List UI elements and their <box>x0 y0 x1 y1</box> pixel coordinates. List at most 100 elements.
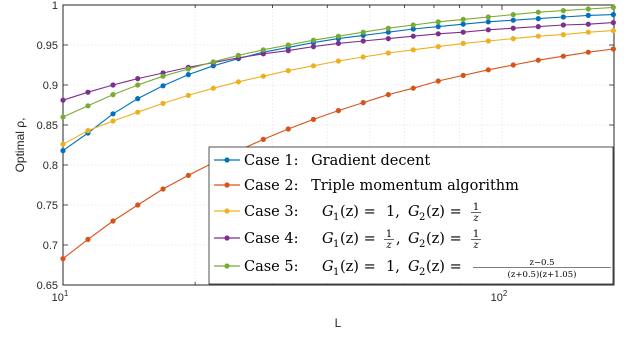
data-point-case-3 <box>335 58 341 64</box>
series-case-2 <box>60 46 616 262</box>
legend-frac-den-case-3: z <box>472 213 479 224</box>
y-tick-label: 0.7 <box>43 240 58 252</box>
data-point-case-2 <box>85 236 91 242</box>
data-point-case-5 <box>410 22 416 28</box>
data-point-case-2 <box>260 136 266 142</box>
data-point-case-5 <box>485 14 491 20</box>
legend-g1sub-case-4: 1 <box>333 239 339 250</box>
data-point-case-2 <box>135 202 141 208</box>
series <box>60 4 616 262</box>
data-point-case-5 <box>460 16 466 22</box>
data-point-case-3 <box>285 68 291 74</box>
data-point-case-1 <box>185 72 191 78</box>
data-point-case-5 <box>360 29 366 35</box>
data-point-case-3 <box>310 63 317 69</box>
data-point-case-3 <box>560 31 566 38</box>
legend-g1val-case-5: 1, <box>386 259 400 275</box>
y-tick-label: 0.9 <box>43 80 58 92</box>
data-point-case-2 <box>185 172 191 178</box>
legend-marker-case-4 <box>224 235 230 241</box>
legend-entry-case-1: Case 1: Gradient decent <box>214 153 430 169</box>
data-point-case-4 <box>435 31 441 37</box>
legend-g1-frac-num-case-4: 1 <box>386 229 392 240</box>
data-point-case-4 <box>485 27 491 33</box>
data-point-case-1 <box>535 16 541 22</box>
data-point-case-3 <box>160 100 166 106</box>
data-point-case-3 <box>85 128 91 134</box>
data-point-case-5 <box>610 4 616 10</box>
data-point-case-5 <box>310 37 317 43</box>
y-tick-label: 0.8 <box>43 160 58 172</box>
y-tick-label: 0.65 <box>37 280 58 292</box>
y-axis-label: Optimal ρ, <box>13 118 27 173</box>
data-point-case-2 <box>460 72 466 78</box>
legend-marker-case-2 <box>224 182 230 188</box>
data-point-case-4 <box>460 29 466 35</box>
series-case-4 <box>60 20 616 103</box>
y-tick-label: 0.95 <box>37 40 58 52</box>
data-point-case-2 <box>510 62 516 68</box>
data-point-case-3 <box>360 54 366 60</box>
data-point-case-4 <box>135 76 141 82</box>
legend-prefix-case-2: Case 2: <box>244 178 298 194</box>
legend-g2-case-5: G <box>408 259 420 275</box>
x-tick-label-exponent: 2 <box>503 289 508 298</box>
data-point-case-4 <box>110 82 116 88</box>
data-point-case-3 <box>585 29 591 35</box>
data-point-case-4 <box>310 44 317 50</box>
legend-g2-case-3: G <box>408 204 420 220</box>
legend-g1-case-3: G <box>322 204 334 220</box>
data-point-case-5 <box>535 9 541 15</box>
data-point-case-3 <box>410 47 416 53</box>
legend-label-case-2: Case 2: Triple momentum algorithm <box>244 178 519 194</box>
legend-g2sub-case-4: 2 <box>419 239 425 250</box>
data-point-case-5 <box>385 25 391 31</box>
legend-g2arg-case-5: (z) = <box>426 259 462 275</box>
legend-g2sub-case-3: 2 <box>419 212 425 223</box>
data-point-case-2 <box>535 57 541 63</box>
legend-text-case-1: Gradient decent <box>311 153 430 169</box>
data-point-case-4 <box>610 20 616 26</box>
data-point-case-2 <box>60 256 66 262</box>
x-tick-label-base: 10 <box>52 292 64 304</box>
data-point-case-3 <box>510 36 516 42</box>
data-point-case-5 <box>160 73 166 79</box>
legend-prefix-case-4: Case 4: <box>244 231 298 247</box>
data-point-case-2 <box>360 100 366 106</box>
data-point-case-5 <box>135 82 141 88</box>
data-point-case-4 <box>360 38 366 44</box>
data-point-case-4 <box>510 25 516 31</box>
data-point-case-3 <box>610 28 616 34</box>
legend-g1sub-case-5: 1 <box>333 267 339 278</box>
x-tick-label: 102 <box>491 289 508 304</box>
legend-entry-case-2: Case 2: Triple momentum algorithm <box>214 178 519 194</box>
data-point-case-1 <box>385 29 391 35</box>
legend-box <box>208 146 614 285</box>
data-point-case-5 <box>285 42 291 48</box>
data-point-case-2 <box>110 218 116 224</box>
data-point-case-5 <box>510 12 516 18</box>
data-point-case-5 <box>60 114 66 120</box>
data-point-case-3 <box>210 85 216 91</box>
data-point-case-2 <box>385 92 391 98</box>
data-point-case-3 <box>385 50 391 56</box>
data-point-case-3 <box>60 141 66 147</box>
legend-g2arg-case-4: (z) = <box>426 231 462 247</box>
legend-g1arg-case-3: (z) = <box>340 204 376 220</box>
data-point-case-1 <box>135 96 141 102</box>
data-point-case-2 <box>410 85 416 91</box>
data-point-case-2 <box>310 116 317 122</box>
data-point-case-5 <box>260 47 266 53</box>
x-tick-label: 101 <box>52 289 69 304</box>
data-point-case-3 <box>235 79 242 85</box>
data-point-case-2 <box>585 49 591 55</box>
legend-prefix-case-1: Case 1: <box>244 153 298 169</box>
data-point-case-3 <box>260 73 266 79</box>
data-point-case-5 <box>210 59 216 65</box>
data-point-case-3 <box>435 44 441 50</box>
legend-marker-case-1 <box>224 157 230 163</box>
data-point-case-4 <box>585 21 591 27</box>
data-point-case-2 <box>560 53 566 59</box>
x-tick-label-base: 10 <box>491 292 503 304</box>
